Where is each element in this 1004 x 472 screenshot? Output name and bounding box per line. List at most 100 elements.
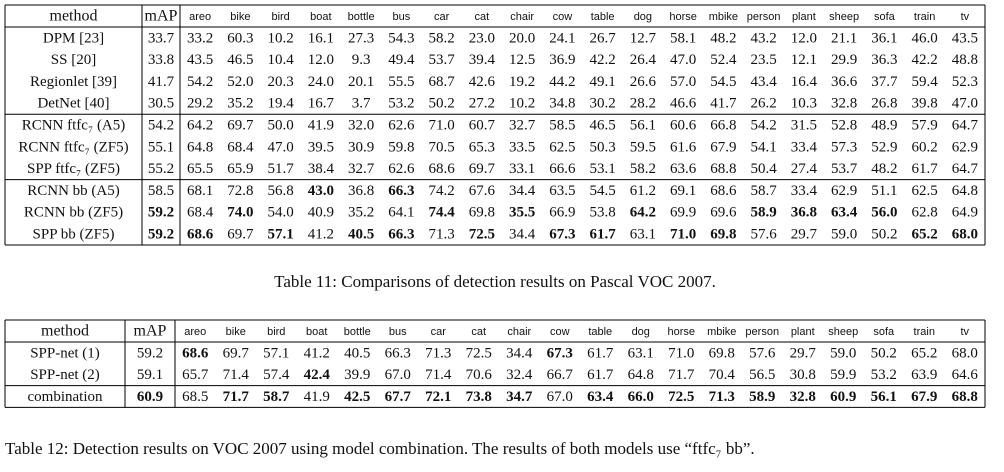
table-cell: 58.2: [630, 161, 656, 177]
table-cell: 3.7: [352, 96, 371, 112]
table-cell: 50.3: [590, 139, 616, 155]
table-cell: 48.2: [710, 30, 736, 46]
table-cell: 48.8: [952, 52, 978, 68]
table-cell: 70.6: [466, 367, 493, 383]
table-cell: 32.7: [509, 118, 536, 134]
table-cell: 70.5: [429, 139, 455, 155]
table-cell: 65.5: [187, 161, 213, 177]
table-cell: 64.8: [187, 139, 213, 155]
table-cell: 52.9: [871, 139, 897, 155]
table-cell: 41.2: [304, 345, 330, 361]
table-cell: 69.8: [469, 205, 495, 221]
table-cell: 21.1: [831, 30, 857, 46]
table-cell: 65.7: [182, 367, 209, 383]
table-cell: 71.0: [670, 227, 696, 243]
table-cell: 19.4: [268, 96, 295, 112]
table-cell: 68.0: [952, 227, 978, 243]
table-cell: 69.8: [709, 345, 735, 361]
table-cell: 30.9: [348, 139, 374, 155]
table-cell: 64.2: [187, 118, 213, 134]
table-cell: 59.2: [137, 345, 163, 361]
table-cell: 29.7: [790, 345, 817, 361]
table-cell: 33.5: [509, 139, 535, 155]
table-cell: 62.5: [912, 183, 938, 199]
table-cell: 36.1: [871, 30, 897, 46]
table-cell: 55.1: [148, 139, 174, 155]
table-cell: 10.2: [268, 30, 294, 46]
table-cell: 74.2: [429, 183, 455, 199]
table-cell: 71.0: [429, 118, 455, 134]
table-cell: 54.2: [148, 118, 174, 134]
table-cell: 27.3: [348, 30, 374, 46]
table-cell: 71.7: [223, 389, 250, 405]
column-header: tv: [960, 326, 969, 338]
column-header: table: [591, 11, 615, 23]
column-header: cat: [471, 326, 486, 338]
column-header: cow: [550, 326, 570, 338]
table-cell: 64.9: [952, 205, 978, 221]
table-cell: 72.5: [668, 389, 694, 405]
table-cell: 64.8: [952, 183, 978, 199]
table-cell: 41.7: [148, 74, 175, 90]
table-cell: 66.3: [385, 345, 411, 361]
table-cell: 20.0: [509, 30, 535, 46]
table-cell: 16.1: [308, 30, 334, 46]
table-cell: 52.4: [710, 52, 737, 68]
caption: Table 12: Detection results on VOC 2007 …: [5, 439, 755, 458]
table-cell: 57.1: [263, 345, 289, 361]
column-header: cat: [475, 11, 490, 23]
table-cell: 35.2: [348, 205, 374, 221]
table-cell: 58.9: [751, 205, 777, 221]
table-cell: 50.0: [268, 118, 294, 134]
table-cell: 12.1: [791, 52, 817, 68]
table-cell: 72.8: [227, 183, 253, 199]
table-cell: 52.8: [831, 118, 857, 134]
table-cell: 46.0: [912, 30, 938, 46]
column-header: boat: [310, 11, 331, 23]
table-cell: 53.8: [590, 205, 616, 221]
table-cell: 20.3: [268, 74, 294, 90]
table-cell: 56.8: [268, 183, 294, 199]
table-cell: 10.2: [509, 96, 535, 112]
table-cell: 29.7: [791, 227, 818, 243]
row-label: combination: [28, 389, 103, 405]
table-cell: 63.4: [831, 205, 858, 221]
column-header: horse: [667, 326, 695, 338]
row-label: RCNN bb (A5): [27, 183, 120, 199]
table-cell: 67.3: [547, 345, 573, 361]
column-header: sheep: [828, 326, 858, 338]
table-cell: 37.7: [871, 74, 898, 90]
table-cell: 60.6: [670, 118, 697, 134]
table-cell: 62.9: [831, 183, 857, 199]
table-cell: 48.9: [871, 118, 897, 134]
row-label: RCNN ftfc₇ (ZF5): [18, 139, 128, 155]
column-header: train: [914, 326, 935, 338]
table-cell: 57.4: [263, 367, 290, 383]
table-cell: 68.6: [187, 227, 214, 243]
table-cell: 54.2: [751, 118, 777, 134]
column-header: areo: [184, 326, 206, 338]
table-cell: 68.1: [187, 183, 213, 199]
table-cell: 16.4: [791, 74, 818, 90]
table-cell: 42.2: [590, 52, 616, 68]
table-cell: 69.7: [227, 118, 254, 134]
table-cell: 67.6: [469, 183, 496, 199]
table-cell: 35.5: [509, 205, 535, 221]
column-header: areo: [189, 11, 211, 23]
column-header: person: [747, 11, 781, 23]
column-header: chair: [510, 11, 534, 23]
table-cell: 57.6: [751, 227, 778, 243]
table-cell: 43.2: [751, 30, 777, 46]
table-cell: 59.0: [831, 227, 857, 243]
table-cell: 69.8: [710, 227, 736, 243]
table-cell: 64.7: [952, 161, 979, 177]
column-header: mAP: [134, 323, 167, 340]
table-cell: 64.6: [952, 367, 979, 383]
table-cell: 66.7: [547, 367, 574, 383]
table-cell: 56.1: [871, 389, 897, 405]
table-cell: 69.6: [710, 205, 737, 221]
column-header: mbike: [709, 11, 738, 23]
table-cell: 52.0: [227, 74, 253, 90]
table-cell: 74.0: [227, 205, 253, 221]
